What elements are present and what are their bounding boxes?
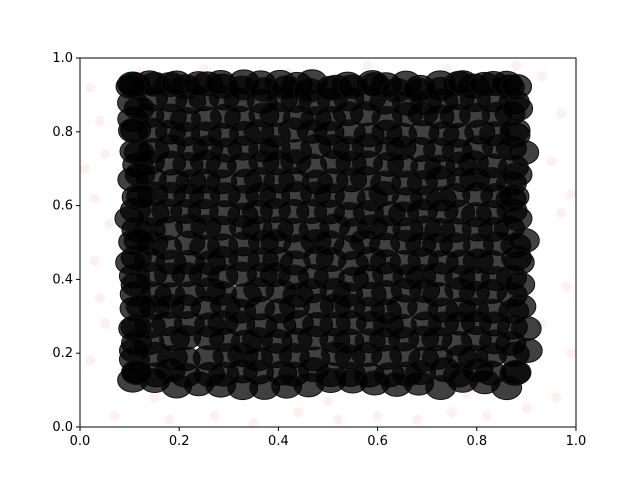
data-marker <box>510 315 542 341</box>
background-point <box>94 292 105 303</box>
data-marker <box>123 227 155 253</box>
background-point <box>80 163 90 174</box>
y-tick-label: 0.0 <box>52 420 73 435</box>
background-point <box>521 403 532 414</box>
background-point <box>551 392 562 403</box>
background-point <box>293 407 304 418</box>
y-tick-label: 0.6 <box>52 199 73 214</box>
data-marker <box>124 161 156 187</box>
background-point <box>89 193 100 204</box>
background-point <box>566 189 576 200</box>
background-point <box>149 392 160 403</box>
background-point <box>99 318 110 329</box>
x-tick-label: 0.4 <box>268 434 289 449</box>
background-point <box>104 219 115 230</box>
background-point <box>561 281 572 292</box>
data-marker <box>115 73 147 99</box>
background-point <box>109 410 120 421</box>
data-marker <box>118 337 150 363</box>
data-marker <box>508 227 540 253</box>
y-tick-label: 0.4 <box>52 272 73 287</box>
data-marker <box>118 117 150 143</box>
background-point <box>99 148 110 159</box>
data-marker <box>501 161 533 187</box>
background-point <box>94 115 105 126</box>
data-marker <box>125 293 157 319</box>
data-marker <box>508 139 540 165</box>
background-point <box>372 410 383 421</box>
x-tick-label: 0.0 <box>70 434 91 449</box>
data-marker <box>118 315 150 341</box>
x-tick-label: 0.2 <box>169 434 190 449</box>
background-point <box>556 207 567 218</box>
data-marker <box>126 183 158 209</box>
data-marker <box>511 337 543 363</box>
background-point <box>332 414 343 425</box>
background-point <box>447 407 457 418</box>
data-marker <box>114 205 146 231</box>
y-tick-label: 1.0 <box>52 51 73 66</box>
data-marker <box>502 95 534 121</box>
background-point <box>323 396 333 407</box>
data-marker <box>504 271 536 297</box>
background-point <box>546 156 557 167</box>
x-tick-label: 0.8 <box>466 434 487 449</box>
background-point <box>84 82 95 93</box>
background-point <box>164 414 175 425</box>
data-marker <box>500 359 532 385</box>
background-point <box>89 255 100 266</box>
background-point <box>556 108 567 119</box>
background-point <box>481 410 492 421</box>
data-marker <box>115 249 147 275</box>
marker-layer <box>80 60 576 427</box>
background-point <box>536 71 547 82</box>
data-marker <box>503 249 535 275</box>
data-marker <box>123 95 155 121</box>
data-marker <box>505 293 537 319</box>
y-tick-label: 0.8 <box>52 125 73 140</box>
background-point <box>208 410 219 421</box>
data-marker <box>498 183 530 209</box>
axis-layer: 0.0 0.2 0.4 0.6 0.8 1.0 0.0 0.2 0.4 0.6 0.8 1.0 <box>52 51 586 449</box>
background-point <box>566 348 576 359</box>
x-tick-label: 1.0 <box>566 434 587 449</box>
data-marker <box>499 117 531 143</box>
background-point <box>248 418 259 427</box>
data-marker <box>123 139 155 165</box>
background-point <box>362 60 373 71</box>
data-marker <box>120 271 152 297</box>
data-marker <box>501 205 533 231</box>
background-point <box>84 355 95 366</box>
background-point <box>412 414 423 425</box>
background-point <box>511 60 522 71</box>
data-marker <box>121 359 153 385</box>
x-tick-label: 0.6 <box>367 434 388 449</box>
y-tick-label: 0.2 <box>52 346 73 361</box>
data-marker <box>501 73 533 99</box>
plot-frame <box>79 57 577 428</box>
